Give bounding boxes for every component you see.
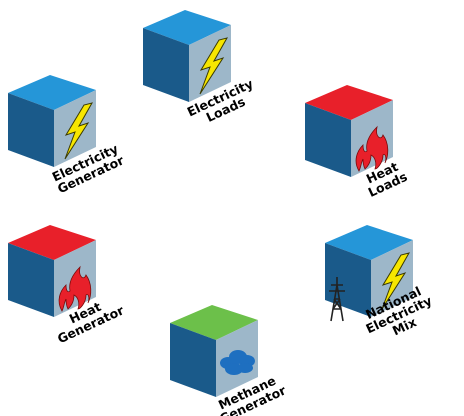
lightning-icon (64, 102, 94, 160)
lightning-icon (381, 252, 411, 310)
cube-top (143, 10, 231, 45)
cube-left (143, 28, 189, 102)
flame-icon (58, 265, 92, 312)
pylon-icon (329, 277, 345, 322)
flame-icon (355, 125, 389, 172)
cube-left (8, 93, 54, 167)
cube-left (305, 103, 351, 177)
cube-top (8, 225, 96, 260)
cloud-icon (237, 363, 253, 373)
cube-top (325, 225, 413, 260)
cube-left (8, 243, 54, 317)
cube-left (170, 323, 216, 397)
cube-top (8, 75, 96, 110)
cube-top (305, 85, 393, 120)
cube-top (170, 305, 258, 340)
lightning-icon (199, 37, 229, 95)
